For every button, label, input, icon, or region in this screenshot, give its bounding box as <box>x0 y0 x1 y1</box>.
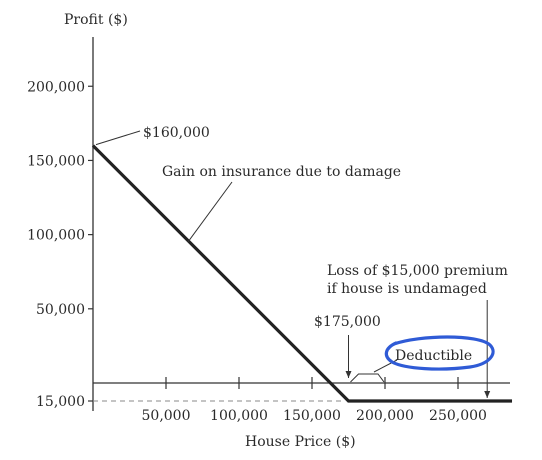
y-tick-label: 15,000 <box>36 394 85 410</box>
y-tick-label: 150,000 <box>27 153 85 169</box>
x-axis-label: House Price ($) <box>245 434 356 450</box>
x-tick-label: 50,000 <box>142 408 191 424</box>
x-tick-label: 200,000 <box>356 408 414 424</box>
annotation-deductible-label: Deductible <box>395 348 472 364</box>
annotation-loss-line1: Loss of $15,000 premium <box>327 263 508 279</box>
y-tick-label: 100,000 <box>27 228 85 244</box>
deductible-highlight-circle <box>384 335 495 371</box>
y-axis-label: Profit ($) <box>64 12 128 28</box>
annotation-loss-line2: if house is undamaged <box>327 281 487 297</box>
x-tick-label: 100,000 <box>210 408 268 424</box>
annotation-gain-label: Gain on insurance due to damage <box>162 164 401 180</box>
x-tick-label: 250,000 <box>429 408 487 424</box>
y-tick-label: 200,000 <box>27 79 85 95</box>
annotation-peak-label: $160,000 <box>143 125 210 141</box>
chart-marks: 200,000 150,000 100,000 50,000 15,000 50,000 1… <box>27 37 513 424</box>
deductible-bracket <box>350 373 385 383</box>
x-tick-label: 150,000 <box>283 408 341 424</box>
gain-leader <box>187 181 233 243</box>
y-tick-label: 50,000 <box>36 302 85 318</box>
annotation-kink-label: $175,000 <box>314 314 381 330</box>
payoff-line <box>91 144 513 403</box>
peak-leader <box>95 130 141 146</box>
